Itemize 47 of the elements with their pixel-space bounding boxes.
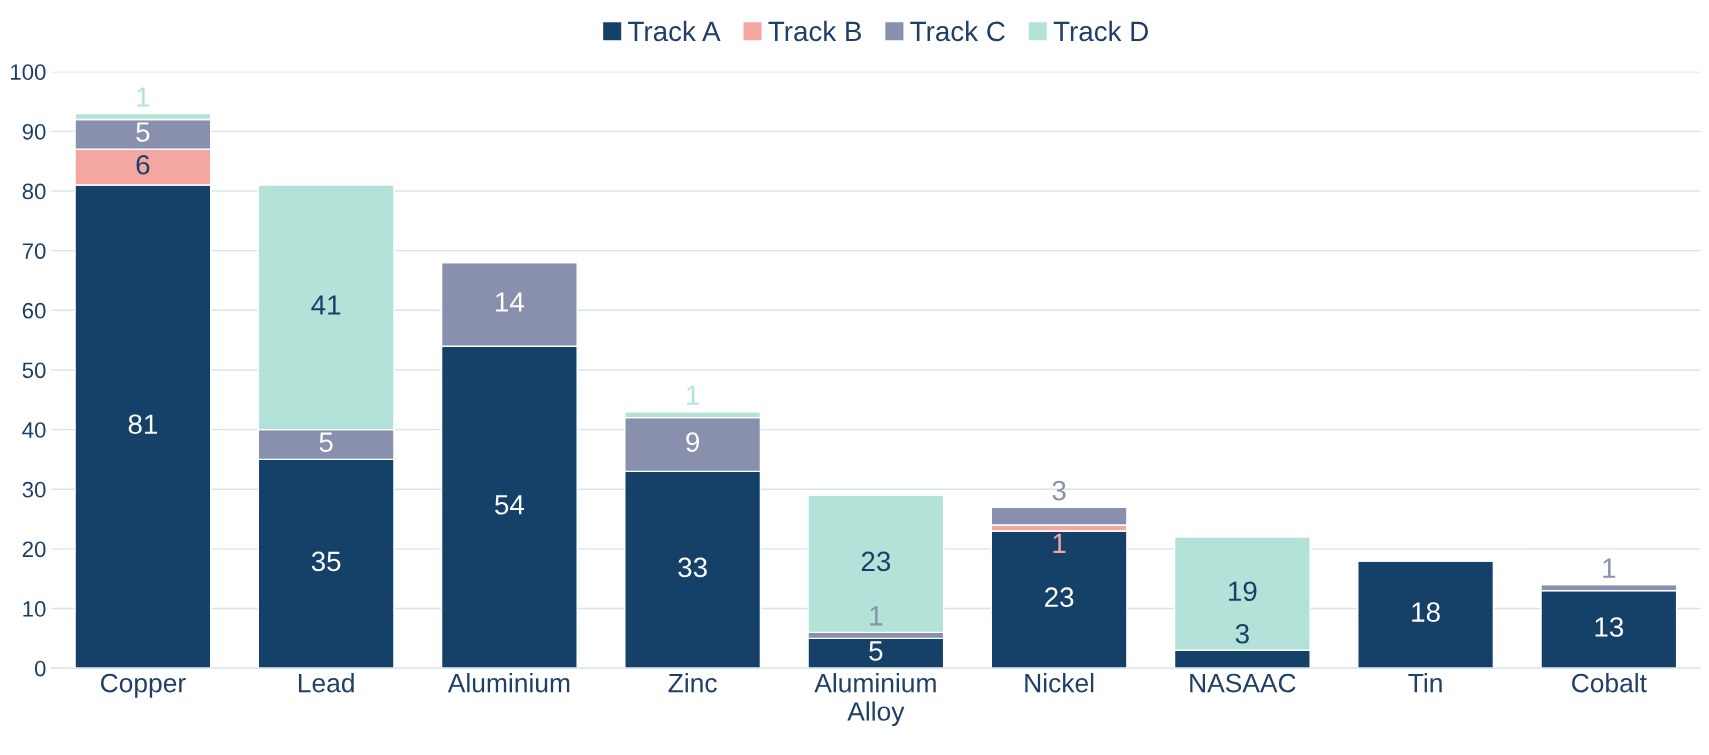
data-label: 19 (1229, 581, 1257, 602)
data-label: 6 (136, 154, 150, 175)
x-tick-label: Copper (100, 673, 186, 698)
data-label: 1 (137, 87, 150, 107)
legend-label: Track D (1053, 20, 1148, 42)
data-label: 18 (1412, 602, 1440, 622)
y-tick-label: 10 (23, 601, 46, 617)
y-tick-label: 80 (22, 183, 46, 200)
y-tick-label: 40 (22, 422, 46, 438)
data-label: 23 (861, 551, 891, 572)
data-label: 1 (1603, 558, 1616, 578)
data-label: 3 (1052, 480, 1066, 501)
y-tick-label: 50 (22, 362, 46, 379)
legend-label: Track A (628, 20, 721, 42)
data-label: 5 (869, 641, 883, 661)
x-tick-label: Tin (1408, 673, 1442, 693)
x-tick-label: Aluminium Alloy (814, 673, 936, 727)
data-label: 1 (1053, 533, 1066, 553)
legend-label: Track C (910, 20, 1005, 42)
data-label: 5 (136, 122, 150, 142)
data-label: 13 (1595, 617, 1624, 637)
x-tick-label: Zinc (668, 673, 717, 693)
y-tick-label: 100 (11, 64, 46, 80)
data-label: 23 (1045, 587, 1074, 608)
data-label: 5 (319, 432, 333, 452)
x-tick-label: NASAAC (1190, 673, 1296, 693)
x-tick-label: Nickel (1025, 673, 1094, 693)
data-label: 1 (687, 385, 699, 405)
data-label: 9 (686, 432, 700, 452)
legend-label: Track B (768, 20, 861, 42)
y-tick-label: 0 (34, 660, 46, 677)
data-label: 14 (496, 292, 525, 312)
x-tick-label: Aluminium (447, 673, 570, 693)
y-tick-label: 60 (22, 302, 46, 319)
data-label: 1 (870, 606, 883, 626)
data-label: 33 (678, 557, 707, 578)
data-label: 41 (311, 295, 341, 315)
data-label: 81 (128, 414, 157, 435)
x-tick-label: Cobalt (1572, 673, 1647, 693)
y-tick-label: 90 (22, 123, 46, 140)
data-label: 54 (495, 495, 525, 515)
y-tick-label: 70 (22, 243, 46, 259)
x-tick-label: Lead (298, 673, 354, 693)
data-label: 35 (311, 551, 341, 572)
data-label: 3 (1235, 623, 1249, 644)
y-tick-label: 20 (22, 541, 46, 558)
y-tick-label: 30 (22, 481, 46, 498)
